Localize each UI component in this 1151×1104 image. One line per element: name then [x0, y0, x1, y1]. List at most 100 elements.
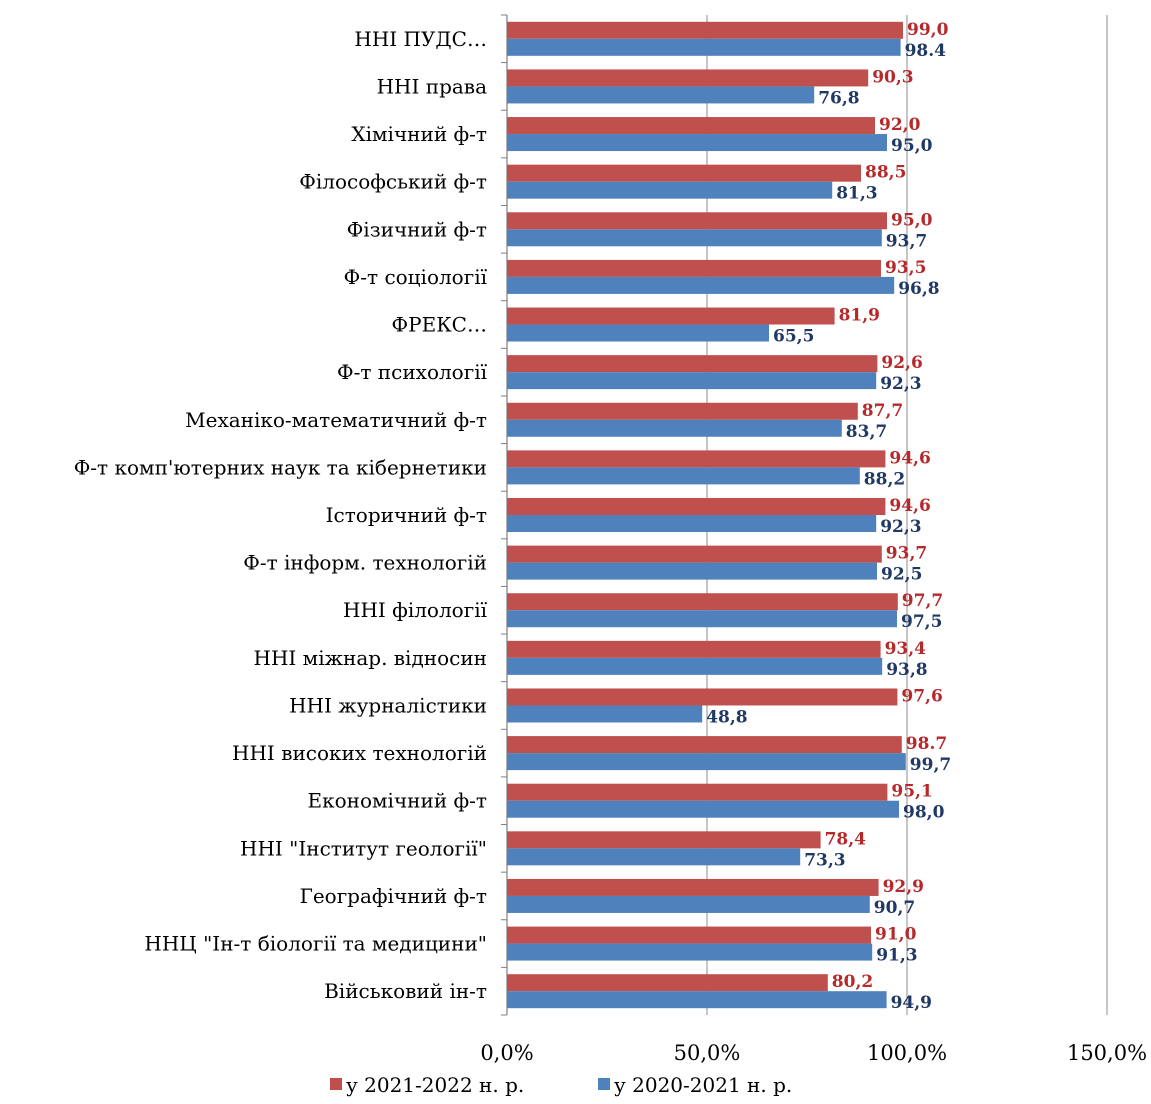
data-label-2021-2022: 87,7 [862, 401, 903, 421]
bar-2021-2022 [507, 498, 886, 515]
bar-2021-2022 [507, 307, 835, 325]
data-label-2020-2021: 83,7 [846, 422, 887, 442]
legend-label-2021-2022: у 2021-2022 н. р. [346, 1073, 524, 1097]
bar-2020-2021 [507, 181, 833, 199]
bar-2020-2021 [507, 324, 769, 342]
bar-2020-2021 [507, 753, 906, 771]
bar-2021-2022 [507, 402, 858, 420]
data-label-2020-2021: 94,9 [891, 993, 932, 1013]
category-label: Військовий ін-т [324, 979, 487, 1003]
data-label-2021-2022: 98.7 [906, 734, 947, 754]
data-label-2021-2022: 94,6 [889, 448, 930, 468]
bar-2021-2022 [507, 21, 903, 39]
data-labels: 99,098.490,376,892,095,088,581,395,093,7… [706, 20, 951, 1013]
data-label-2021-2022: 80,2 [832, 972, 873, 992]
bars [507, 21, 906, 1009]
data-label-2020-2021: 91,3 [876, 946, 917, 966]
bar-2020-2021 [507, 848, 801, 866]
category-label: ННІ права [377, 74, 487, 98]
legend: у 2021-2022 н. р. у 2020-2021 н. р. [330, 1073, 792, 1097]
legend-label-2020-2021: у 2020-2021 н. р. [614, 1073, 792, 1097]
data-label-2020-2021: 65,5 [773, 327, 814, 347]
data-label-2021-2022: 88,5 [865, 163, 906, 183]
bar-2021-2022 [507, 355, 878, 373]
data-label-2021-2022: 99,0 [907, 20, 949, 40]
bar-2020-2021 [507, 657, 883, 675]
bar-2020-2021 [507, 705, 703, 723]
data-label-2020-2021: 96,8 [898, 279, 939, 299]
bar-2021-2022 [507, 688, 898, 706]
bar-2021-2022 [507, 878, 879, 896]
bar-2021-2022 [507, 926, 871, 944]
x-tick-label: 100,0% [867, 1041, 947, 1065]
bar-2020-2021 [507, 467, 860, 485]
data-label-2021-2022: 95,1 [891, 782, 932, 802]
bar-2021-2022 [507, 545, 882, 563]
bar-2020-2021 [507, 372, 877, 390]
bar-2021-2022 [507, 117, 875, 135]
data-label-2020-2021: 98.4 [905, 41, 947, 61]
data-label-2021-2022: 97,7 [902, 591, 943, 611]
data-label-2020-2021: 73,3 [804, 850, 845, 870]
data-label-2020-2021: 95,0 [891, 136, 933, 156]
bar-2020-2021 [507, 562, 877, 580]
data-label-2021-2022: 78,4 [825, 829, 867, 849]
data-label-2021-2022: 97,6 [901, 686, 942, 706]
bar-2021-2022 [507, 593, 898, 611]
category-label: Географічний ф-т [300, 884, 487, 908]
bar-2020-2021 [507, 134, 887, 152]
category-label: Ф-т комп'ютерних наук та кібернетики [74, 455, 487, 479]
bar-2020-2021 [507, 610, 897, 628]
category-label: Історичний ф-т [326, 503, 487, 527]
category-label: ННІ "Інститут геології" [240, 836, 487, 860]
data-label-2020-2021: 92,3 [880, 517, 921, 537]
x-tick-label: 0,0% [480, 1041, 533, 1065]
legend-swatch-2020-2021 [598, 1078, 610, 1090]
category-label: Ф-т психології [337, 360, 488, 384]
data-label-2020-2021: 76,8 [818, 88, 859, 108]
category-labels: ННІ ПУДС… ННІ права Хімічний ф-т Філософськ… [74, 27, 488, 1003]
category-label: ННІ філології [343, 598, 488, 622]
category-label: ННЦ "Ін-т біології та медицини" [144, 932, 487, 956]
data-label-2020-2021: 92,5 [881, 565, 922, 585]
bar-2020-2021 [507, 800, 899, 818]
data-label-2021-2022: 81,9 [839, 306, 880, 326]
bar-2021-2022 [507, 831, 821, 849]
data-label-2020-2021: 90,7 [874, 898, 915, 918]
x-tick-label: 50,0% [674, 1041, 741, 1065]
data-label-2020-2021: 98,0 [903, 803, 945, 823]
category-label: ННІ міжнар. відносин [254, 646, 487, 670]
data-label-2021-2022: 92,6 [881, 353, 922, 373]
bar-2020-2021 [507, 515, 877, 532]
data-label-2021-2022: 93,4 [885, 639, 927, 659]
category-label: Хімічний ф-т [351, 122, 487, 146]
bar-2021-2022 [507, 450, 886, 468]
data-label-2020-2021: 97,5 [901, 612, 942, 632]
x-tick-label: 150,0% [1067, 1041, 1147, 1065]
data-label-2021-2022: 92,9 [883, 877, 924, 897]
data-label-2021-2022: 94,6 [889, 496, 930, 516]
bar-2020-2021 [507, 276, 895, 294]
data-label-2020-2021: 93,8 [886, 660, 927, 680]
category-label: ННІ журналістики [289, 693, 487, 717]
bar-2021-2022 [507, 259, 881, 277]
data-label-2021-2022: 95,0 [891, 210, 933, 230]
data-label-2020-2021: 93,7 [886, 231, 927, 251]
bar-2020-2021 [507, 895, 870, 913]
data-label-2020-2021: 99,7 [910, 755, 951, 775]
data-label-2021-2022: 93,7 [886, 544, 927, 564]
category-label: ФРЕКС… [392, 313, 487, 337]
data-label-2021-2022: 93,5 [885, 258, 926, 278]
category-label: ННІ високих технологій [232, 741, 487, 765]
x-tick-labels: 0,0% 50,0% 100,0% 150,0% [480, 1041, 1147, 1065]
data-label-2020-2021: 92,3 [880, 374, 921, 394]
bar-2021-2022 [507, 640, 881, 658]
legend-swatch-2021-2022 [330, 1078, 342, 1090]
bar-2021-2022 [507, 164, 861, 182]
category-label: Філософський ф-т [299, 170, 487, 194]
data-label-2020-2021: 48,8 [706, 707, 747, 727]
category-label: ННІ ПУДС… [354, 27, 487, 51]
bar-2020-2021 [507, 419, 842, 437]
bar-2020-2021 [507, 943, 873, 961]
